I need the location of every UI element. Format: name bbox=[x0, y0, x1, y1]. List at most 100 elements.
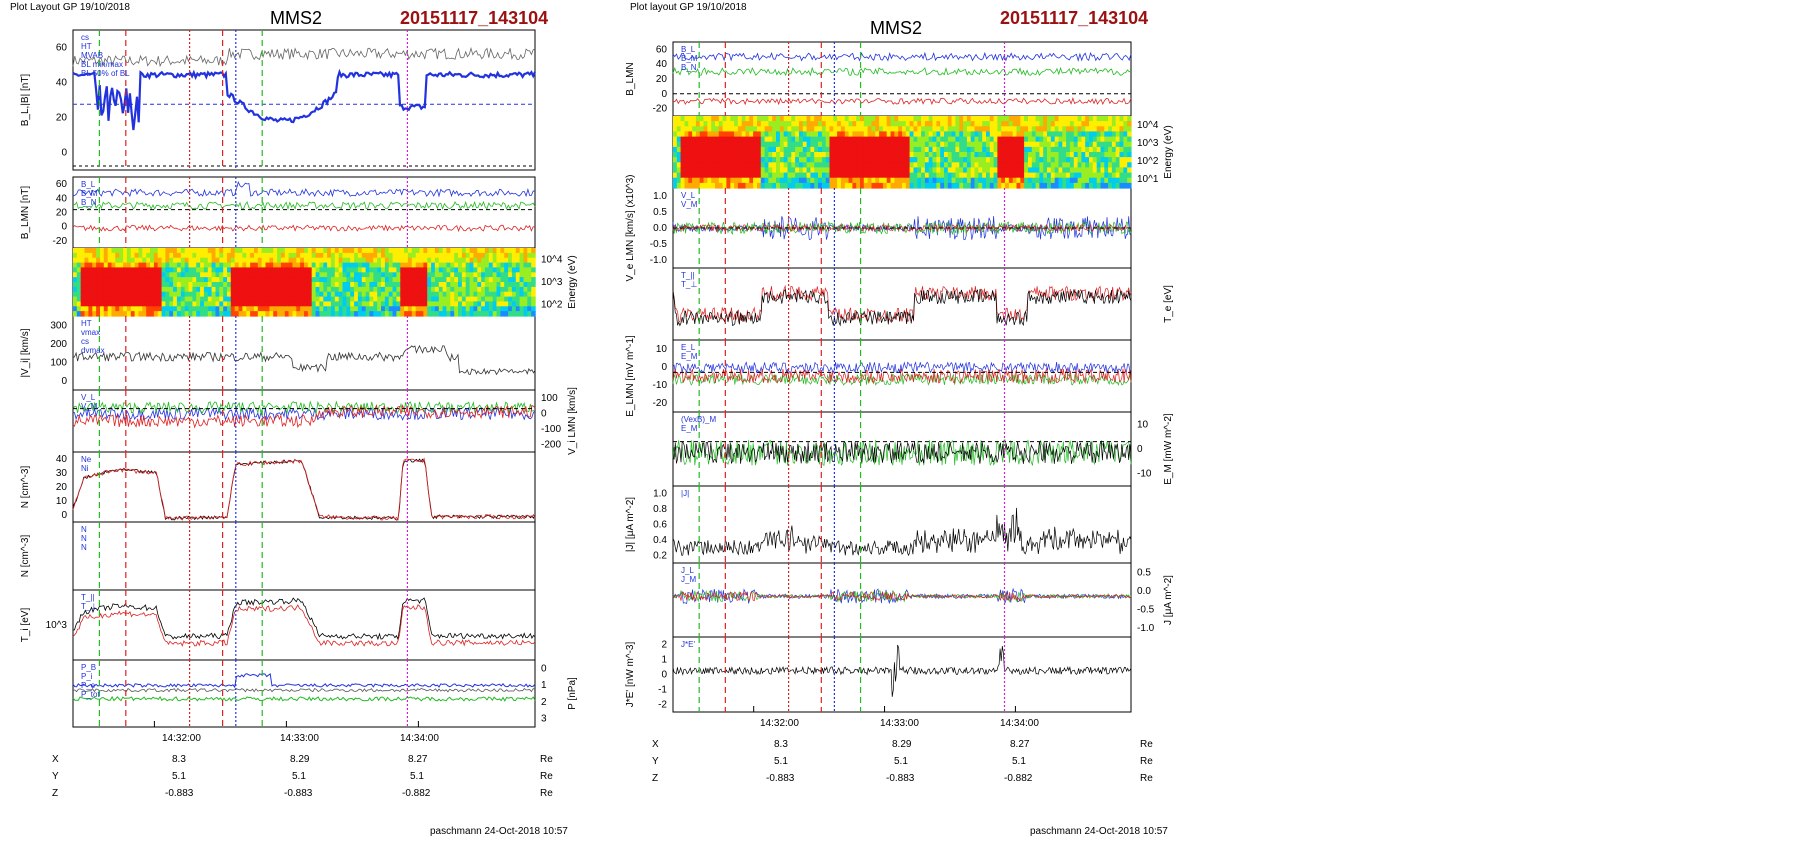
spectrogram-cell bbox=[200, 301, 205, 307]
spectrogram-cell bbox=[119, 257, 124, 264]
spectrogram-cell bbox=[776, 146, 781, 153]
spectrogram-cell bbox=[361, 282, 367, 288]
spectrogram-cell bbox=[161, 296, 167, 303]
spectrogram-cell bbox=[165, 311, 170, 317]
spectrogram-cell bbox=[860, 146, 865, 153]
spectrogram-cell bbox=[323, 257, 328, 264]
spectrogram-cell bbox=[921, 131, 926, 138]
spectrogram-cell bbox=[446, 257, 451, 264]
spectrogram-cell bbox=[515, 301, 521, 307]
spectrogram-cell bbox=[153, 291, 159, 298]
spectrogram-cell bbox=[396, 301, 401, 307]
spectrogram-cell bbox=[165, 252, 170, 259]
spectrogram-cell bbox=[334, 248, 340, 254]
spectrogram-cell bbox=[1119, 182, 1124, 189]
spectrogram-cell bbox=[1077, 167, 1082, 174]
spectrogram-cell bbox=[419, 296, 424, 303]
spectrogram-cell bbox=[300, 296, 305, 303]
spectrogram-cell bbox=[319, 257, 324, 264]
spectrogram-cell bbox=[369, 257, 374, 264]
spectrogram-cell bbox=[783, 146, 789, 153]
spectrogram-cell bbox=[757, 126, 762, 132]
spectrogram-cell bbox=[438, 262, 444, 269]
spectrogram-cell bbox=[806, 141, 811, 148]
spectrogram-cell bbox=[1119, 131, 1124, 138]
spectrogram-cell bbox=[940, 162, 945, 168]
spectrogram-cell bbox=[323, 296, 328, 303]
legend-entry: P_tot bbox=[81, 690, 100, 699]
spectrogram-cell bbox=[419, 248, 424, 254]
spectrogram-cell bbox=[115, 311, 120, 317]
spectrogram-cell bbox=[707, 162, 712, 168]
spectrogram-cell bbox=[188, 311, 193, 317]
spectrogram-cell bbox=[1054, 172, 1060, 179]
spectrogram-cell bbox=[446, 272, 451, 278]
spectrogram-cell bbox=[1115, 136, 1121, 143]
spectrogram-cell bbox=[760, 157, 766, 163]
spectrogram-cell bbox=[692, 146, 697, 153]
spectrogram-cell bbox=[1062, 141, 1067, 148]
spectrogram-cell bbox=[373, 252, 378, 259]
spectrogram-cell bbox=[508, 282, 513, 288]
spectrogram-cell bbox=[734, 157, 739, 163]
spectrogram-cell bbox=[307, 306, 313, 312]
spectrogram-cell bbox=[745, 121, 750, 127]
spectrogram-cell bbox=[909, 141, 914, 148]
spectrogram-cell bbox=[959, 131, 964, 138]
spectrogram-cell bbox=[203, 267, 209, 273]
spectrogram-cell bbox=[477, 306, 482, 312]
spectrogram-cell bbox=[1115, 172, 1121, 179]
spectrogram-cell bbox=[288, 267, 294, 273]
spectrogram-cell bbox=[200, 277, 205, 283]
spectrogram-cell bbox=[1024, 126, 1029, 132]
spectrogram-cell bbox=[150, 267, 155, 273]
spectrogram-cell bbox=[373, 286, 378, 293]
tick-label: -1.0 bbox=[1137, 623, 1155, 634]
spectrogram-cell bbox=[917, 162, 922, 168]
spectrogram-cell bbox=[1115, 162, 1121, 168]
spectrogram-cell bbox=[852, 172, 857, 179]
spectrogram-cell bbox=[442, 277, 448, 283]
spectrogram-cell bbox=[107, 301, 113, 307]
spectrogram-cell bbox=[772, 141, 777, 148]
spectrogram-cell bbox=[396, 296, 401, 303]
spectrogram-cell bbox=[484, 282, 490, 288]
spectrogram-cell bbox=[442, 262, 448, 269]
spectrogram-cell bbox=[126, 277, 132, 283]
spectrogram-cell bbox=[867, 162, 872, 168]
spectrogram-cell bbox=[465, 267, 471, 273]
eph-value: -0.883 bbox=[165, 788, 194, 799]
spectrogram-cell bbox=[223, 262, 228, 269]
spectrogram-cell bbox=[879, 172, 884, 179]
spectrogram-cell bbox=[959, 116, 964, 122]
spectrogram-cell bbox=[1115, 177, 1121, 184]
spectrogram-cell bbox=[369, 296, 374, 303]
spectrogram-cell bbox=[173, 311, 178, 317]
spectrogram-cell bbox=[699, 172, 705, 179]
spectrogram-cell bbox=[234, 311, 240, 317]
spectrogram-cell bbox=[1016, 162, 1021, 168]
spectrogram-cell bbox=[795, 121, 800, 127]
spectrogram-cell bbox=[1077, 141, 1082, 148]
spectrogram-cell bbox=[404, 291, 409, 298]
spectrogram-cell bbox=[760, 172, 766, 179]
spectrogram-cell bbox=[1050, 177, 1056, 184]
spectrogram-cell bbox=[126, 306, 132, 312]
spectrogram-cell bbox=[1115, 116, 1121, 122]
spectrogram-cell bbox=[176, 311, 182, 317]
spectrogram-cell bbox=[894, 157, 899, 163]
spectrogram-cell bbox=[350, 257, 355, 264]
spectrogram-cell bbox=[519, 252, 525, 259]
spectrogram-cell bbox=[749, 167, 754, 174]
spectrogram-cell bbox=[527, 257, 532, 264]
spectrogram-cell bbox=[959, 162, 964, 168]
panel-ylabel: P [nPa] bbox=[567, 677, 578, 710]
spectrogram-cell bbox=[688, 146, 693, 153]
spectrogram-cell bbox=[1066, 141, 1071, 148]
spectrogram-cell bbox=[469, 301, 475, 307]
spectrogram-cell bbox=[96, 291, 101, 298]
spectrogram-cell bbox=[330, 282, 336, 288]
spectrogram-cell bbox=[319, 286, 324, 293]
spectrogram-cell bbox=[357, 282, 363, 288]
spectrogram-cell bbox=[176, 296, 182, 303]
